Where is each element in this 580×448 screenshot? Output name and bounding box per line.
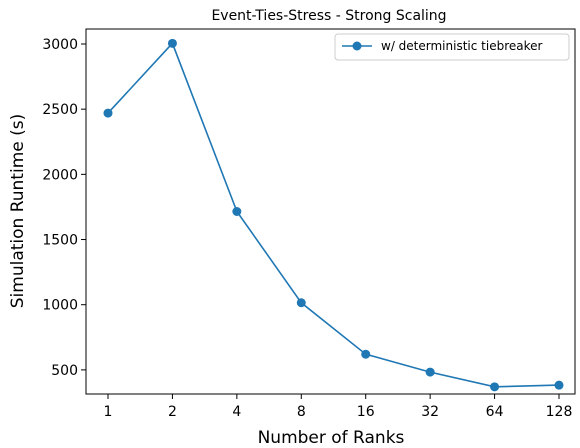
- legend: w/ deterministic tiebreaker: [334, 33, 570, 61]
- y-tick-label: 1000: [42, 298, 78, 314]
- y-tick-label: 3000: [42, 37, 78, 53]
- plot-area: [85, 28, 576, 395]
- data-point: [296, 298, 306, 308]
- x-tick-label: 128: [546, 404, 573, 420]
- data-point: [425, 367, 435, 377]
- x-tick-label: 16: [357, 404, 375, 420]
- data-point: [554, 380, 564, 390]
- chart-title: Event-Ties-Stress - Strong Scaling: [211, 8, 446, 24]
- y-tick-label: 1500: [42, 233, 78, 249]
- y-axis: 500 1000 1500 2000 2500 3000: [42, 37, 86, 379]
- x-tick-label: 8: [297, 404, 306, 420]
- legend-marker: [352, 41, 362, 51]
- legend-box: [334, 33, 570, 61]
- x-tick-label: 64: [486, 404, 504, 420]
- y-tick-label: 2500: [42, 102, 78, 118]
- legend-label: w/ deterministic tiebreaker: [381, 39, 542, 53]
- y-tick-label: 2000: [42, 167, 78, 183]
- x-axis: 1 2 4 8 16 32 64 128: [104, 394, 573, 420]
- x-tick-label: 32: [421, 404, 439, 420]
- x-tick-label: 2: [168, 404, 177, 420]
- series-layer: [103, 38, 564, 392]
- x-axis-label: Number of Ranks: [258, 428, 405, 448]
- x-tick-label: 1: [104, 404, 113, 420]
- series-line: [107, 41, 560, 388]
- data-point: [490, 382, 500, 392]
- data-point: [232, 207, 242, 216]
- y-tick-label: 500: [51, 363, 78, 379]
- data-point: [167, 38, 177, 48]
- data-point: [103, 108, 113, 118]
- y-axis-label: Simulation Runtime (s): [8, 114, 28, 309]
- x-tick-label: 4: [232, 404, 241, 420]
- data-point: [361, 349, 371, 359]
